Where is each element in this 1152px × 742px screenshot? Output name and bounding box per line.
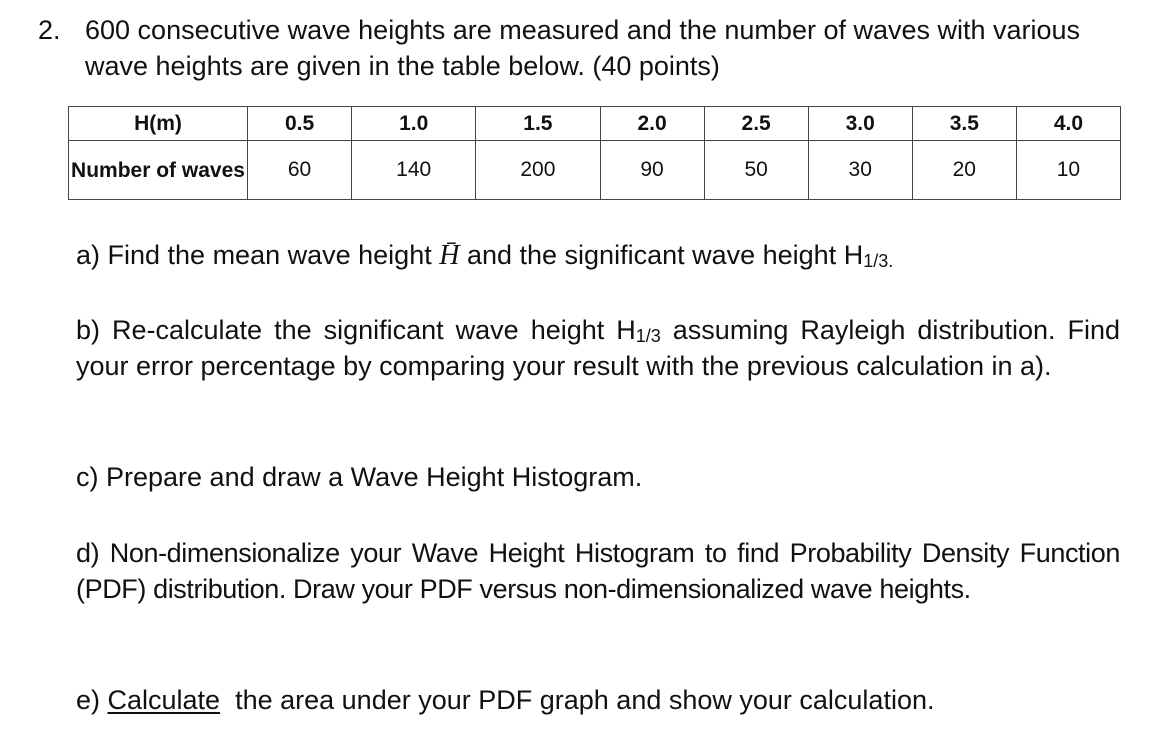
data-row: Number of waves 60 140 200 90 50 30 20 10	[68, 140, 1122, 200]
header-cell: 4.0	[1015, 106, 1122, 141]
cell: 90	[599, 140, 705, 200]
part-e: e) Calculate the area under your PDF gra…	[76, 682, 1120, 718]
question: 2. 600 consecutive wave heights are meas…	[38, 12, 1128, 84]
question-text: 600 consecutive wave heights are measure…	[85, 15, 1081, 81]
header-cell: 1.0	[351, 106, 477, 141]
symbol: H̄	[439, 240, 460, 271]
text: and the significant wave height H	[459, 240, 864, 270]
part-a: a) Find the mean wave height H̄ and the …	[76, 237, 1120, 274]
part-b: b) Re-calculate the significant wave hei…	[76, 312, 1120, 384]
part-d: d) Non-dimensionalize your Wave Height H…	[76, 538, 1120, 604]
header-cell: 1.5	[475, 106, 601, 141]
cell: 50	[703, 140, 809, 200]
header-row: H(m) 0.5 1.0 1.5 2.0 2.5 3.0 3.5 4.0	[68, 106, 1122, 141]
text: a) Find the mean wave height	[76, 240, 440, 270]
header-cell: 3.5	[911, 106, 1017, 141]
subscript: 1/3.	[863, 251, 894, 271]
text: the area under your PDF graph and show y…	[220, 685, 935, 715]
cell: 200	[475, 140, 601, 200]
text: assuming Rayleigh distribution. Find you…	[76, 315, 1120, 381]
cell: 30	[807, 140, 913, 200]
underlined-text: Calculate	[107, 685, 221, 715]
cell: 60	[246, 140, 353, 200]
header-cell: 2.5	[703, 106, 809, 141]
cell: 20	[911, 140, 1017, 200]
cell: 10	[1015, 140, 1122, 200]
header-cell: H(m)	[68, 106, 248, 141]
header-cell: 0.5	[246, 106, 353, 141]
question-number: 2.	[38, 15, 61, 45]
subscript: 1/3	[635, 326, 661, 346]
text: b) Re-calculate the significant wave hei…	[76, 315, 636, 345]
wave-table: H(m) 0.5 1.0 1.5 2.0 2.5 3.0 3.5 4.0 Number of w…	[68, 106, 1122, 200]
text: e)	[76, 685, 108, 715]
header-cell: 2.0	[599, 106, 705, 141]
cell: Number of waves	[68, 140, 248, 200]
cell: 140	[351, 140, 477, 200]
header-cell: 3.0	[807, 106, 913, 141]
part-c: c) Prepare and draw a Wave Height Histog…	[76, 462, 643, 492]
